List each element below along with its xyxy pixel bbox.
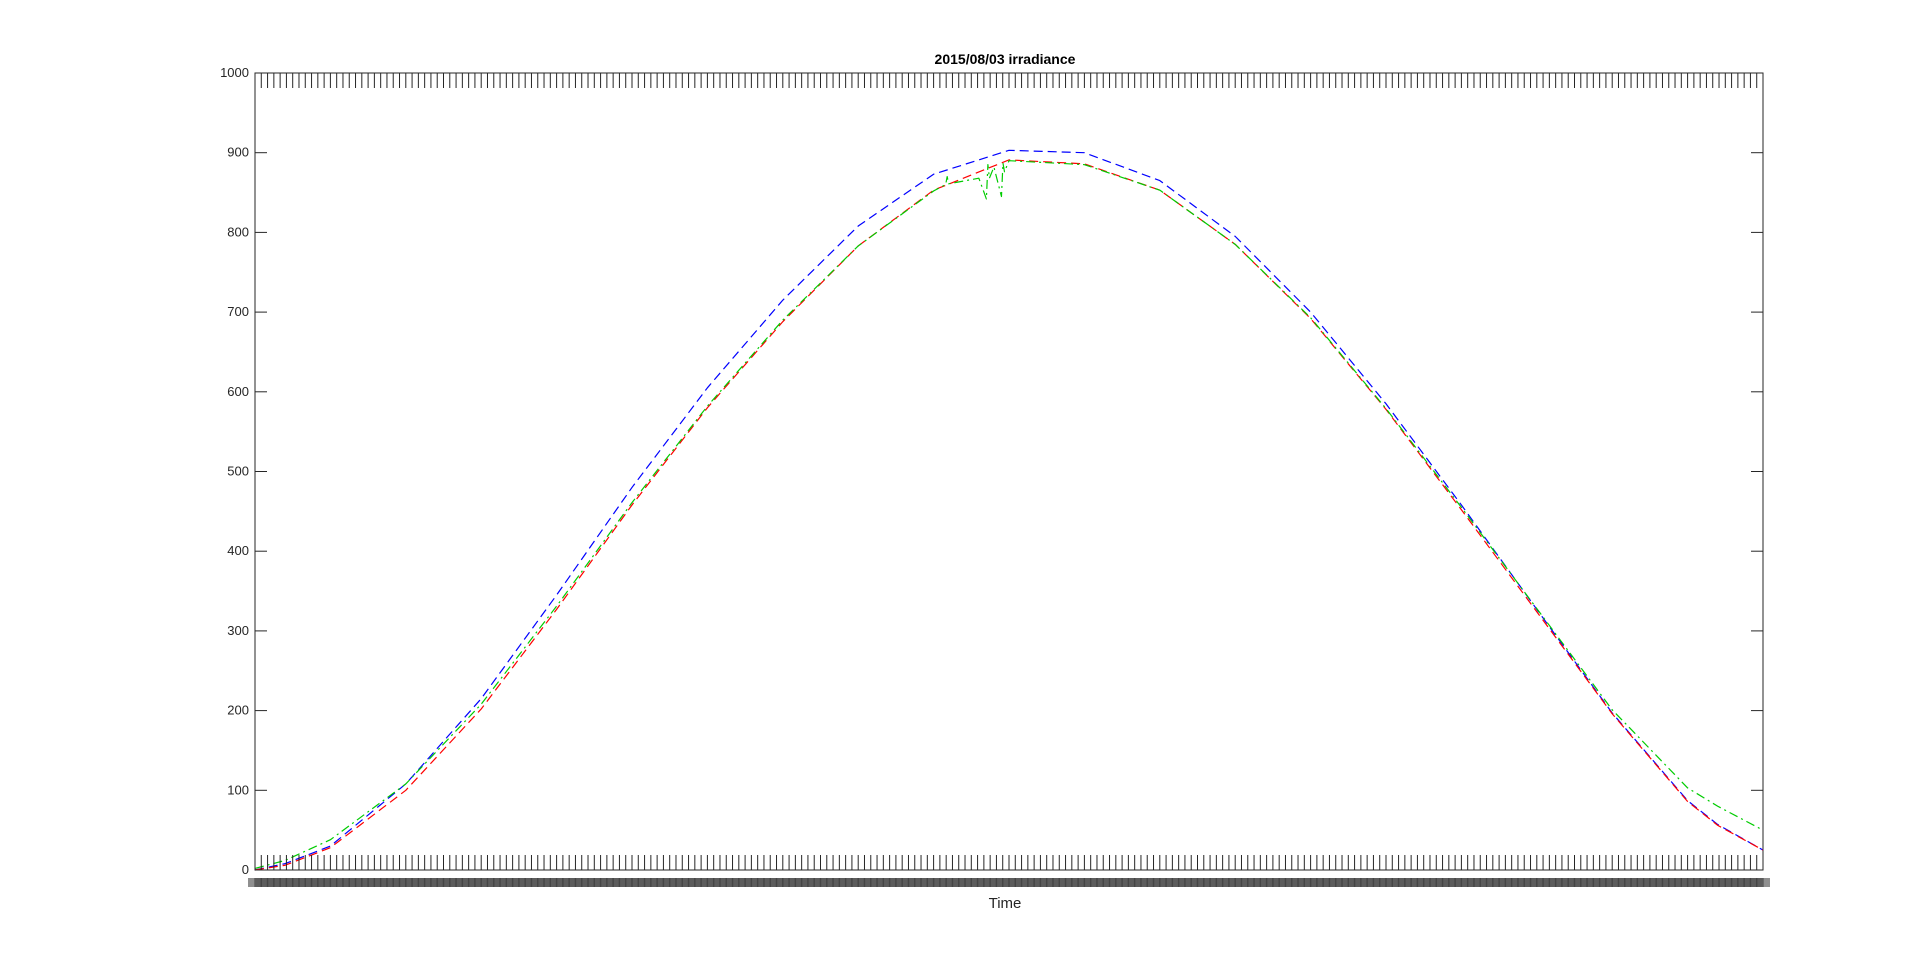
y-tick-label: 400 (227, 543, 249, 558)
x-tick-label (1756, 878, 1770, 887)
y-tick-label: 100 (227, 782, 249, 797)
x-axis (248, 73, 1770, 887)
x-ticks-top (254, 73, 1764, 88)
x-axis-label: Time (989, 895, 1022, 912)
series-line-3 (254, 160, 1764, 869)
y-tick-label: 200 (227, 703, 249, 718)
y-axis: 0 100 200 300 400 500 600 700 800 900 1000 (220, 65, 1763, 877)
series-line-1 (254, 149, 1764, 871)
y-tick-label: 700 (227, 304, 249, 319)
y-tick-label: 500 (227, 464, 249, 479)
y-tick-label: 1000 (220, 65, 249, 80)
series-line-2 (254, 159, 1764, 871)
y-tick-label: 900 (227, 145, 249, 160)
x-tick-labels (248, 878, 1770, 887)
y-tick-label: 300 (227, 623, 249, 638)
y-tick-label: 0 (242, 862, 249, 877)
y-tick-label: 600 (227, 384, 249, 399)
x-ticks-bottom (254, 855, 1764, 870)
chart-title: 2015/08/03 irradiance (935, 51, 1076, 67)
y-tick-label: 800 (227, 224, 249, 239)
